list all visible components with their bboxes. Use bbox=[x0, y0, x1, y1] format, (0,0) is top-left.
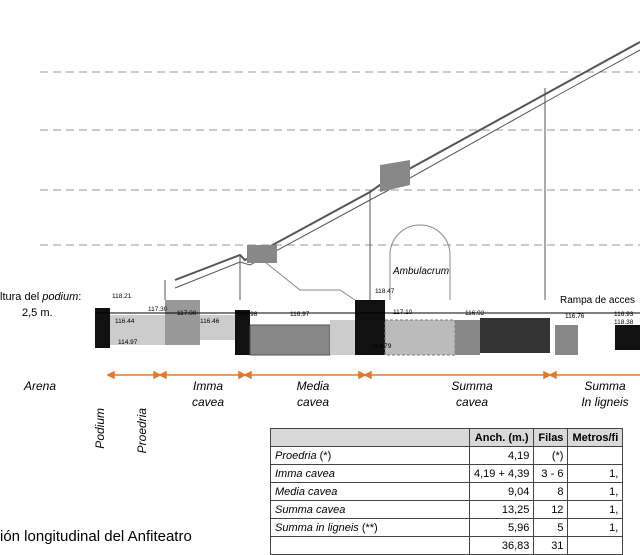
zone-label: Imma bbox=[193, 379, 223, 393]
zone-label: Arena bbox=[23, 379, 56, 393]
cell-rows: 12 bbox=[533, 500, 569, 519]
cell-per-row: 1, bbox=[567, 464, 624, 483]
elevation-label: 116.46 bbox=[200, 318, 220, 325]
podium-height-value: 2,5 m. bbox=[22, 307, 53, 319]
zone-label: cavea bbox=[192, 395, 224, 409]
cell-rows: 8 bbox=[533, 482, 569, 501]
zone-label: cavea bbox=[297, 395, 329, 409]
zone-label: In ligneis bbox=[581, 395, 628, 409]
row-name: Proedria (*) bbox=[270, 446, 470, 465]
ramp-label: Rampa de acces bbox=[560, 295, 635, 306]
row-name-text: Summa cavea bbox=[275, 503, 346, 516]
podium-height: ltura del podium: bbox=[0, 291, 81, 303]
elevation-label: 118.38 bbox=[614, 319, 634, 326]
zone-arrows bbox=[106, 370, 640, 380]
elevation-label: 116.76 bbox=[565, 313, 585, 320]
cell-width: 4,19 + 4,39 bbox=[468, 464, 535, 483]
vomitorium bbox=[380, 160, 410, 192]
row-name: Summa cavea bbox=[270, 500, 470, 519]
cell-width: 36,83 bbox=[468, 536, 535, 555]
header-cell: Filas bbox=[533, 428, 569, 447]
cell-rows: 31 bbox=[533, 536, 569, 555]
cell-per-row: 1, bbox=[567, 518, 624, 537]
cell-per-row: 1, bbox=[567, 482, 624, 501]
cell-width: 5,96 bbox=[468, 518, 535, 537]
row-note: (**) bbox=[361, 521, 378, 534]
elevation-label: 117.30 bbox=[148, 306, 168, 313]
elevation-label: 114.97 bbox=[118, 339, 138, 346]
table-row: Summa cavea 13,25 12 1, bbox=[270, 500, 624, 519]
ambulacrum-label: Ambulacrum bbox=[392, 266, 449, 277]
elevation-label: 114.79 bbox=[372, 343, 392, 350]
table-row: Media cavea 9,04 8 1, bbox=[270, 482, 624, 501]
row-name bbox=[270, 536, 470, 555]
zone-label: Proedria bbox=[135, 408, 149, 454]
row-note: (*) bbox=[319, 449, 332, 462]
elevation-label: 117.00 bbox=[177, 310, 197, 317]
elevation-label: 118.47 bbox=[375, 288, 395, 295]
cell-per-row bbox=[567, 446, 624, 465]
ground-section bbox=[95, 300, 640, 356]
elevation-label: 118.21 bbox=[112, 293, 132, 300]
zone-label: Podium bbox=[93, 408, 107, 449]
elevation-label: 117.10 bbox=[393, 309, 413, 316]
cell-rows: 5 bbox=[533, 518, 569, 537]
elevation-label: 116.93 bbox=[614, 311, 634, 318]
zone-label: Media bbox=[297, 379, 330, 393]
level-lines bbox=[40, 71, 640, 246]
row-name-text: Proedria bbox=[275, 449, 317, 462]
row-name-text: Media cavea bbox=[275, 485, 338, 498]
cell-width: 4,19 bbox=[468, 446, 535, 465]
cell-rows: (*) bbox=[533, 446, 569, 465]
cell-per-row bbox=[567, 536, 624, 555]
seating-table: Anch. (m.) Filas Metros/fi Proedria (*) 4,1… bbox=[270, 428, 624, 555]
header-cell: Metros/fi bbox=[567, 428, 624, 447]
elevation-label: 116.92 bbox=[465, 310, 485, 317]
zone-label: Summa bbox=[584, 379, 626, 393]
elevation-label: 116.44 bbox=[115, 318, 135, 325]
vomitorium bbox=[247, 245, 277, 263]
cell-width: 9,04 bbox=[468, 482, 535, 501]
zone-label: Summa bbox=[451, 379, 493, 393]
table-row: 36,83 31 bbox=[270, 536, 624, 555]
table-row: Proedria (*) 4,19 (*) bbox=[270, 446, 624, 465]
elevation-label: 116.97 bbox=[290, 311, 310, 318]
row-name: Imma cavea bbox=[270, 464, 470, 483]
row-name-text: Summa in ligneis bbox=[275, 521, 359, 534]
cell-per-row: 1, bbox=[567, 500, 624, 519]
row-name: Summa in ligneis (**) bbox=[270, 518, 470, 537]
table-row: Summa in ligneis (**) 5,96 5 1, bbox=[270, 518, 624, 537]
row-name-text: Imma cavea bbox=[275, 467, 335, 480]
elevation-label: 116.98 bbox=[238, 311, 258, 318]
caption: ión longitudinal del Anfiteatro bbox=[0, 528, 192, 545]
table-row: Imma cavea 4,19 + 4,39 3 - 6 1, bbox=[270, 464, 624, 483]
cell-rows: 3 - 6 bbox=[533, 464, 569, 483]
zone-label: cavea bbox=[456, 395, 488, 409]
header-cell: Anch. (m.) bbox=[468, 428, 535, 447]
cell-width: 13,25 bbox=[468, 500, 535, 519]
stands bbox=[164, 41, 640, 301]
header-cell bbox=[270, 428, 470, 447]
row-name: Media cavea bbox=[270, 482, 470, 501]
